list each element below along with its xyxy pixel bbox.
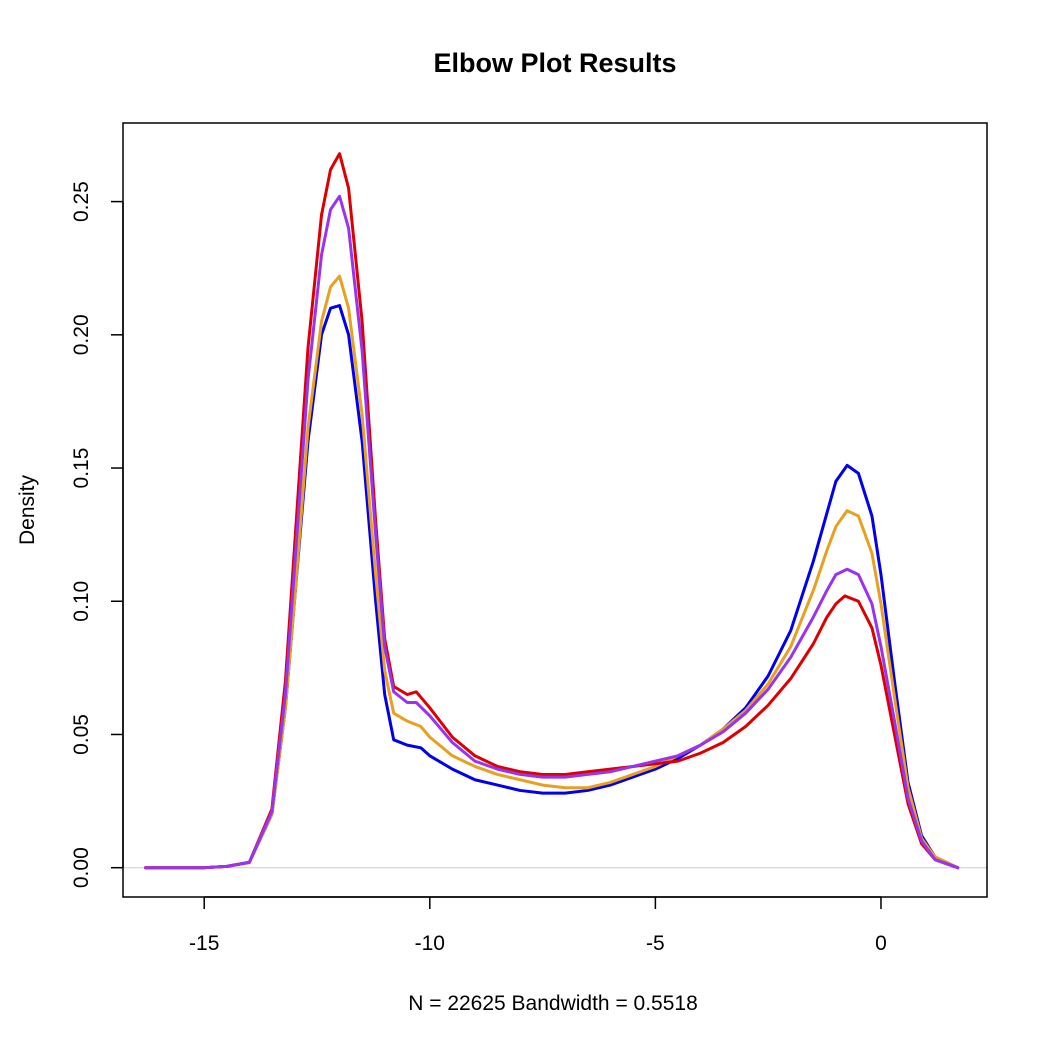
chart-title: Elbow Plot Results	[433, 48, 676, 78]
y-axis: 0.00 0.05 0.10 0.15 0.20 0.25	[70, 181, 124, 888]
density-line-1	[144, 304, 960, 870]
density-line-4	[144, 194, 960, 870]
density-line-2	[144, 274, 960, 870]
series-layer	[144, 152, 960, 870]
x-axis-label: N = 22625 Bandwidth = 0.5518	[408, 992, 698, 1015]
y-tick-label: 0.10	[70, 581, 93, 622]
density-line-3	[144, 152, 960, 870]
plot-frame	[122, 122, 988, 898]
y-tick-label: 0.15	[70, 448, 93, 489]
x-tick-label: 0	[875, 932, 887, 955]
y-tick-label: 0.25	[70, 181, 93, 222]
x-tick-label: -10	[415, 932, 445, 955]
x-axis: -15 -10 -5 0	[189, 896, 887, 955]
y-axis-label: Density	[16, 474, 39, 545]
x-tick-label: -15	[189, 932, 219, 955]
x-tick-label: -5	[646, 932, 665, 955]
y-tick-label: 0.00	[70, 847, 93, 888]
y-tick-label: 0.05	[70, 714, 93, 755]
y-tick-label: 0.20	[70, 314, 93, 355]
